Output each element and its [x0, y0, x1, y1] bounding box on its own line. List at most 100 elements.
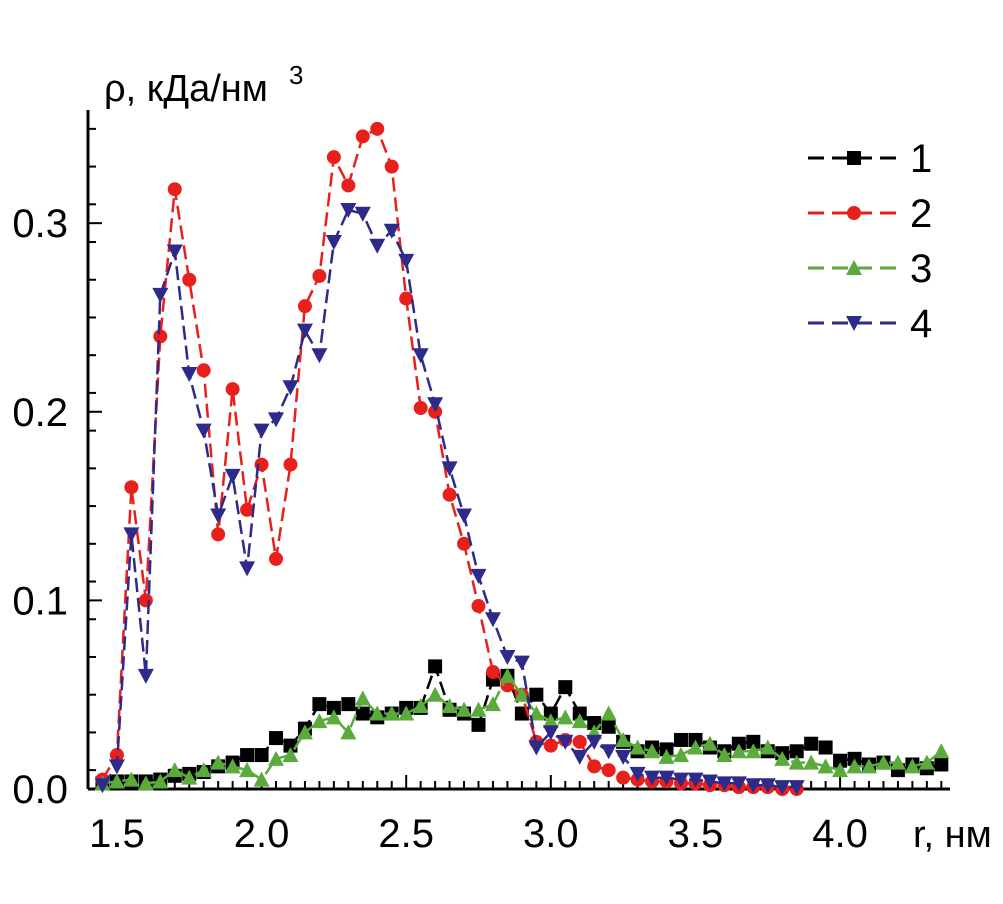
data-point — [788, 780, 805, 796]
data-point — [571, 713, 588, 729]
data-point — [803, 754, 820, 770]
data-point — [587, 759, 602, 774]
series-2 — [95, 121, 804, 796]
data-point — [398, 705, 415, 721]
data-point — [557, 709, 574, 725]
data-point — [383, 705, 400, 721]
legend-item-4: 4 — [808, 302, 932, 346]
data-point — [166, 762, 183, 778]
y-tick-label: 0.1 — [12, 579, 68, 623]
data-point — [325, 709, 342, 725]
data-point — [788, 754, 805, 770]
legend-item-3: 3 — [808, 247, 932, 291]
x-tick-label: 4.0 — [812, 812, 868, 856]
data-point — [296, 323, 313, 339]
data-point — [297, 299, 312, 314]
y-tick-label: 0.0 — [12, 768, 68, 812]
data-point — [586, 734, 603, 750]
data-point — [239, 561, 256, 577]
data-point — [138, 593, 153, 608]
data-point — [326, 700, 341, 715]
data-point — [210, 754, 227, 770]
data-point — [529, 687, 544, 702]
legend-label: 2 — [910, 192, 932, 236]
data-point — [485, 665, 500, 680]
data-point — [123, 771, 140, 787]
data-point — [846, 758, 863, 774]
data-point — [369, 238, 386, 254]
data-point — [557, 734, 574, 750]
data-point — [774, 780, 791, 796]
data-point — [253, 423, 270, 439]
data-point — [804, 736, 819, 751]
data-point — [224, 758, 241, 774]
data-point — [254, 748, 269, 763]
y-axis-title: ρ, кДа/нм — [104, 68, 268, 110]
data-point — [312, 697, 327, 712]
data-point — [384, 159, 399, 174]
data-point — [296, 724, 313, 740]
series-4 — [94, 202, 805, 796]
data-point — [153, 329, 168, 344]
data-point — [615, 749, 632, 765]
data-point — [746, 734, 761, 749]
data-point — [889, 754, 906, 770]
data-point — [282, 380, 299, 396]
data-point — [543, 738, 558, 753]
data-point — [340, 724, 357, 740]
data-point — [441, 698, 458, 714]
data-point — [629, 766, 646, 782]
data-point — [499, 649, 516, 665]
data-point — [340, 202, 357, 218]
data-point — [354, 206, 371, 222]
data-point — [195, 762, 212, 778]
legend-item-2: 2 — [808, 192, 932, 236]
data-point — [354, 690, 371, 706]
data-point — [759, 778, 776, 794]
data-point — [211, 527, 226, 542]
data-point — [600, 705, 617, 721]
data-point — [601, 719, 616, 734]
data-point — [166, 244, 183, 260]
legend-marker — [846, 260, 862, 275]
data-point — [789, 744, 804, 759]
x-axis-title: r, нм — [913, 814, 992, 856]
data-point — [601, 763, 616, 778]
data-point — [832, 762, 849, 778]
data-point — [412, 348, 429, 364]
legend-marker — [847, 206, 861, 220]
data-point — [513, 686, 530, 702]
data-point — [672, 747, 689, 763]
data-point — [240, 748, 255, 763]
legend-label: 1 — [910, 137, 932, 181]
data-point — [412, 698, 429, 714]
data-point — [644, 743, 661, 759]
legend: 1 2 3 4 — [808, 137, 932, 346]
data-point — [701, 735, 718, 751]
data-point — [456, 508, 473, 524]
tick-labels: 1.5 2.0 2.5 3.0 3.5 4.0 0.0 0.1 0.2 0.3 — [12, 202, 867, 856]
x-tick-label: 3.0 — [523, 812, 579, 856]
data-point — [484, 696, 501, 712]
data-point — [716, 747, 733, 763]
data-point — [701, 774, 718, 790]
data-point — [730, 743, 747, 759]
data-point — [615, 731, 632, 747]
data-point — [167, 182, 182, 197]
series-line — [101, 127, 797, 791]
data-point — [687, 739, 704, 755]
data-point — [934, 757, 949, 772]
data-point — [268, 412, 285, 428]
data-point — [239, 762, 256, 778]
data-point — [341, 697, 356, 712]
data-point — [861, 758, 878, 774]
data-point — [370, 121, 385, 136]
data-point — [225, 382, 240, 397]
data-point — [616, 770, 631, 785]
x-tick-label: 2.0 — [234, 812, 290, 856]
legend-marker — [846, 316, 862, 331]
data-point — [240, 502, 255, 517]
data-point — [658, 748, 675, 764]
data-point — [470, 568, 487, 584]
data-point — [269, 731, 284, 746]
